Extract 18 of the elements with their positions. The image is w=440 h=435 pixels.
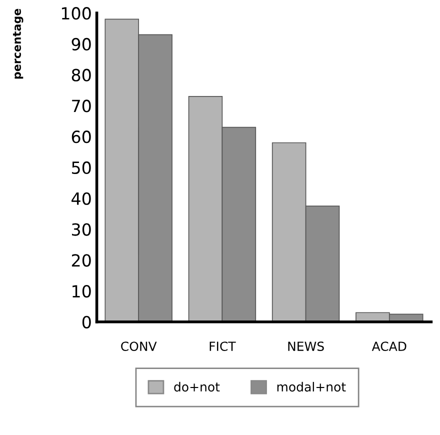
y-tick-label: 90 — [72, 38, 91, 51]
y-tick-label: 70 — [72, 100, 91, 112]
legend-label: do+not — [174, 382, 220, 392]
y-tick-label: 80 — [72, 68, 91, 82]
y-tick-label: 0 — [82, 316, 91, 328]
y-axis-title: percentage — [13, 8, 24, 79]
y-tick-label: 10 — [72, 284, 91, 298]
y-tick-label: 50 — [72, 161, 91, 174]
y-tick-label: 100 — [62, 7, 91, 20]
x-tick-label: CONV — [121, 342, 157, 352]
y-tick-label: 40 — [72, 192, 91, 205]
legend-label: modal+not — [277, 382, 346, 392]
x-tick-label: FICT — [210, 342, 236, 352]
y-tick-label: 30 — [72, 223, 91, 236]
x-tick-label: NEWS — [288, 342, 324, 352]
x-tick-label: ACAD — [372, 342, 406, 352]
y-tick-label: 20 — [72, 254, 91, 267]
y-tick-label: 60 — [72, 130, 91, 144]
